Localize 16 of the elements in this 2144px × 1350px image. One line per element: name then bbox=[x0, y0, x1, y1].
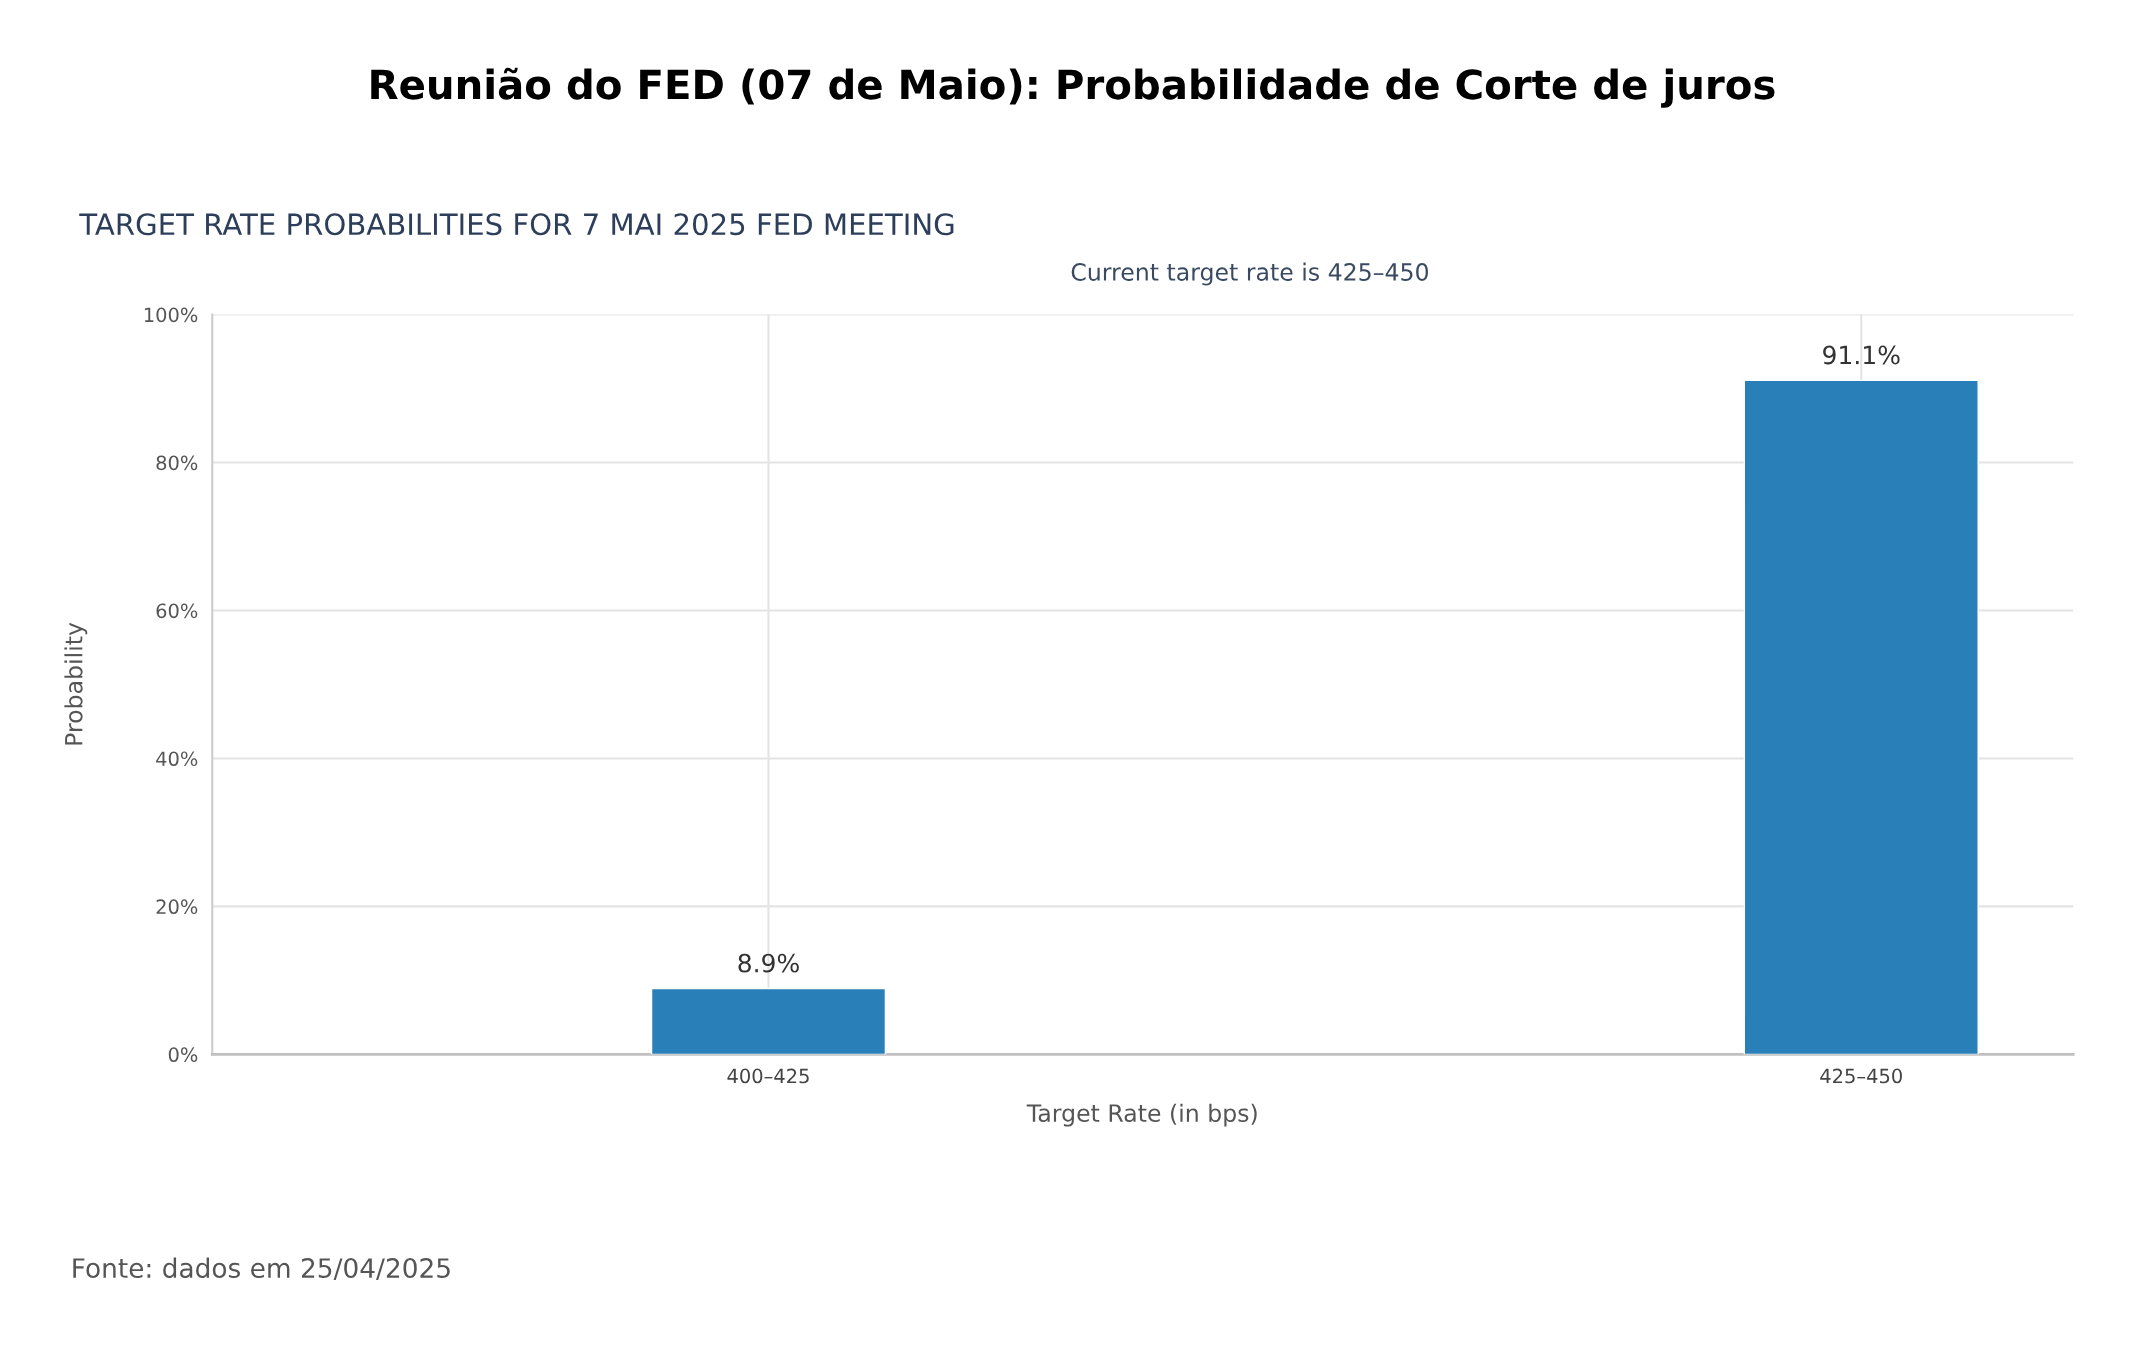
data-label: 8.9% bbox=[738, 953, 799, 973]
x-tick-label: 400–425 bbox=[727, 1068, 809, 1084]
y-tick-label: 100% bbox=[144, 307, 198, 323]
y-tick-label: 60% bbox=[156, 603, 198, 619]
y-tick-label: 80% bbox=[156, 455, 198, 471]
y-tick-label: 20% bbox=[156, 899, 198, 915]
chart-subtitle: TARGET RATE PROBABILITIES FOR 7 MAI 2025 FED MEETING bbox=[79, 213, 954, 236]
chart-title: Reunião do FED (07 de Maio): Probabilidade de Corte de juros bbox=[371, 67, 1775, 108]
source-note: Fonte: dados em 25/04/2025 bbox=[73, 1257, 450, 1281]
text: Current target rate is 425–450 bbox=[1071, 262, 1429, 286]
data-label: 91.1% bbox=[1823, 345, 1900, 365]
y-tick-label: 40% bbox=[156, 751, 198, 767]
y-axis-title: Probability bbox=[64, 622, 88, 745]
x-tick-label: 425–450 bbox=[1820, 1068, 1902, 1084]
x-axis-title: Target Rate (in bps) bbox=[1026, 1103, 1257, 1127]
y-tick-label: 0% bbox=[168, 1047, 198, 1063]
